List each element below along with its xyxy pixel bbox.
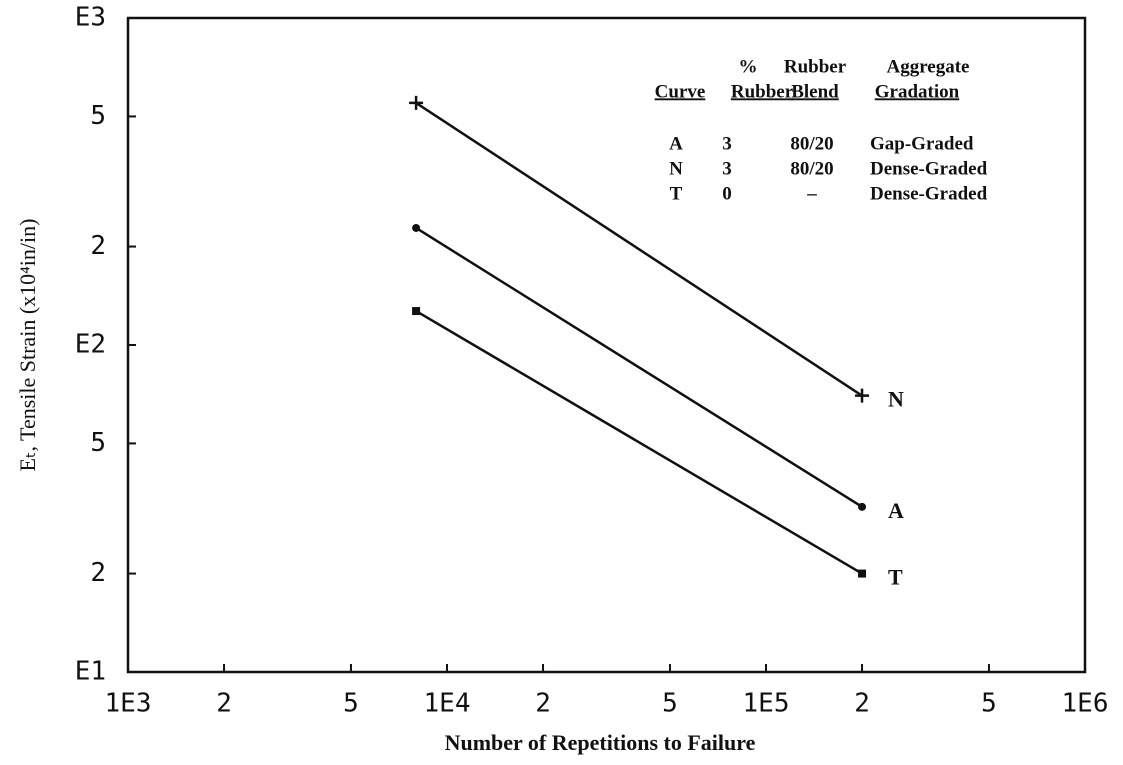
y-tick-label: 5 — [90, 428, 106, 458]
y-tick-label: E3 — [75, 3, 106, 33]
legend-header: Aggregate — [886, 56, 969, 77]
x-tick-label: 2 — [216, 689, 232, 719]
legend-cell: – — [806, 183, 817, 204]
y-tick-label: 2 — [90, 558, 106, 588]
y-tick-label: E2 — [75, 330, 106, 360]
x-tick-label: 1E6 — [1062, 689, 1109, 719]
x-tick-label: 5 — [981, 689, 997, 719]
x-tick-label: 1E5 — [743, 689, 790, 719]
legend-cell: 80/20 — [790, 158, 833, 179]
series-label: T — [888, 565, 903, 590]
legend-cell: A — [669, 133, 683, 154]
legend-cell: T — [670, 183, 683, 204]
marker — [855, 388, 870, 403]
plot-frame — [126, 16, 1087, 674]
y-tick-label: 2 — [90, 231, 106, 261]
y-tick-label: 5 — [90, 101, 106, 131]
legend-header: Gradation — [875, 81, 960, 102]
x-tick-label: 5 — [343, 689, 359, 719]
legend-cell: 3 — [722, 133, 732, 154]
legend-header: % — [739, 56, 758, 77]
x-tick-label: 1E4 — [424, 689, 471, 719]
legend-cell: 80/20 — [790, 133, 833, 154]
x-tick-label: 2 — [535, 689, 551, 719]
legend-cell: N — [669, 158, 683, 179]
legend-cell: 0 — [722, 183, 732, 204]
legend-header: Rubber — [731, 81, 794, 102]
marker — [409, 95, 424, 110]
legend-cell: Dense-Graded — [870, 183, 988, 204]
marker — [858, 569, 867, 578]
series-line — [415, 309, 863, 575]
legend-cell: Gap-Graded — [870, 133, 974, 154]
x-tick-label: 1E3 — [105, 689, 152, 719]
y-axis-label: Eₜ, Tensile Strain (x10⁴in/in) — [15, 219, 40, 472]
x-tick-label: 5 — [662, 689, 678, 719]
series-label: N — [888, 387, 904, 412]
y-tick-label: E1 — [75, 657, 106, 687]
marker — [858, 502, 867, 511]
series-label: A — [888, 498, 904, 523]
marker — [412, 307, 421, 316]
x-axis-label: Number of Repetitions to Failure — [445, 730, 756, 755]
legend-cell: Dense-Graded — [870, 158, 988, 179]
legend-cell: 3 — [722, 158, 732, 179]
legend-header: Rubber — [784, 56, 847, 77]
legend-header: Curve — [655, 81, 706, 102]
series-line — [415, 226, 863, 508]
series-line — [415, 101, 863, 397]
marker — [412, 223, 421, 232]
legend-header: Blend — [791, 81, 839, 102]
x-tick-label: 2 — [854, 689, 870, 719]
